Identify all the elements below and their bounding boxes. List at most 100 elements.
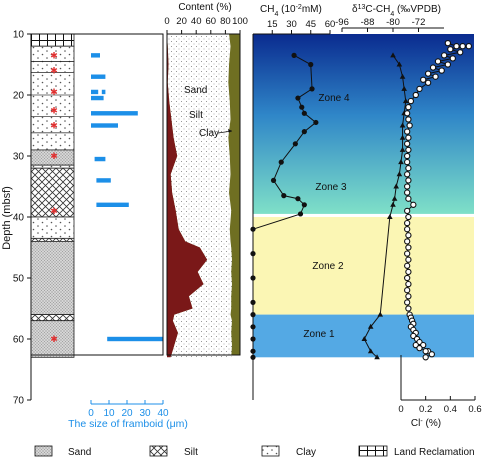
chloride-point: [422, 354, 429, 361]
chloride-point: [457, 49, 464, 56]
depth-axis: 10 20 30 40 50 60 70: [13, 30, 32, 407]
d13c-point: [399, 122, 406, 128]
framboid-bar: [91, 89, 99, 95]
chloride-point: [405, 293, 412, 300]
content-tick-label: 60: [206, 16, 217, 27]
chloride-point: [405, 116, 412, 123]
depth-axis-label: Depth (mbsf): [1, 186, 13, 250]
framboid-bar: [101, 89, 106, 95]
chloride-point: [410, 201, 417, 208]
lithology-layer: [30, 164, 75, 169]
ch4-point: [281, 193, 287, 199]
d13c-point: [391, 195, 398, 201]
content-tick-label: 40: [191, 16, 202, 27]
chloride-point: [416, 85, 423, 93]
d13c-point: [367, 323, 374, 329]
d13c-tick-label: -96: [335, 17, 349, 28]
d13c-line: [363, 55, 407, 358]
sample-marker: ✱: [50, 50, 58, 60]
chloride-point: [404, 299, 411, 306]
chloride-point: [444, 40, 452, 47]
ch4-point: [309, 86, 315, 92]
silt-area: [167, 34, 232, 358]
chloride-point: [407, 97, 415, 105]
zone-gap: [253, 213, 474, 217]
grain-size-panel: 0 20 40 60 80 100 Content (%) Sand Silt Clay: [164, 2, 248, 358]
d13c-point: [393, 183, 399, 189]
framboid-bar: [96, 202, 129, 207]
chloride-point: [404, 274, 411, 282]
sample-marker: ✱: [50, 206, 58, 216]
lithology-layer: [30, 61, 75, 151]
chloride-point: [405, 232, 412, 239]
framboid-tick-label: 40: [157, 408, 169, 419]
depth-tick-label: 10: [13, 30, 25, 41]
zone-band-2: [253, 217, 474, 315]
framboid-axis-label: The size of framboid (μm): [68, 418, 188, 430]
ch4-point: [291, 52, 297, 58]
chloride-point: [405, 165, 412, 172]
chloride-point: [405, 213, 412, 221]
lithology-layer: [30, 216, 75, 239]
d13c-point: [374, 354, 380, 360]
framboid-bar: [96, 178, 111, 183]
d13c-point: [361, 336, 368, 341]
chloride-point: [424, 79, 432, 86]
clay-arrow-head: [228, 129, 232, 133]
chloride-point: [405, 104, 412, 111]
depth-tick-label: 20: [13, 91, 25, 102]
framboid-bar: [91, 111, 138, 116]
ch4-point: [301, 110, 307, 116]
content-tick-label: 0: [164, 16, 169, 27]
sample-marker: ✱: [50, 121, 58, 131]
chloride-point: [465, 43, 472, 50]
d13c-point: [402, 98, 409, 104]
legend-swatch-land: [358, 445, 388, 457]
ch4-tick-label: 15: [267, 19, 278, 30]
d13c-point: [387, 214, 393, 219]
ch4-point: [295, 95, 301, 101]
chloride-point: [405, 256, 412, 263]
chloride-point: [404, 158, 411, 166]
zone-label: Zone 4: [318, 93, 350, 104]
annotation-silt: Silt: [189, 110, 203, 121]
chloride-point: [404, 287, 411, 294]
chloride-point: [405, 244, 412, 251]
chloride-tick-label: 0.2: [419, 404, 432, 415]
chloride-tick-label: 0: [398, 404, 403, 415]
zone-label: Zone 1: [303, 329, 335, 340]
framboid-bar: [91, 123, 118, 128]
d13c-tick-label: -88: [361, 17, 375, 28]
sand-area: [167, 34, 208, 358]
d13c-point: [399, 134, 406, 140]
annotation-sand: Sand: [184, 85, 207, 96]
content-tick-label: 20: [176, 16, 187, 27]
chloride-point: [404, 262, 411, 269]
depth-tick-label: 60: [13, 335, 25, 346]
chloride-point: [447, 46, 454, 53]
ch4-point: [301, 202, 307, 208]
d13c-point: [398, 159, 404, 165]
sample-marker: ✱: [50, 105, 58, 115]
d13c-point: [377, 311, 384, 317]
chloride-point: [459, 43, 466, 50]
chloride-point: [420, 76, 427, 83]
chloride-point: [405, 146, 412, 154]
depth-tick-label: 30: [13, 152, 25, 163]
lithology-legend: Sand Silt Clay Land Reclamation: [34, 445, 475, 458]
chloride-point: [405, 134, 412, 141]
ch4-tick-label: 30: [286, 19, 297, 30]
lithology-panel: ✱ ✱ ✱ ✱ ✱ ✱ ✱ ✱ 10 20 30 40 50 60 70 Depth (mbsf) 0 10…: [1, 30, 188, 431]
ch4-point: [313, 119, 319, 126]
lithology-layer: [30, 33, 75, 47]
chloride-point: [404, 140, 411, 147]
ch4-point: [292, 141, 298, 147]
chloride-point: [434, 58, 442, 65]
d13c-point: [399, 73, 406, 79]
sample-marker: ✱: [50, 66, 58, 76]
legend-label-land: Land Reclamation: [394, 447, 475, 458]
sample-marker: ✱: [50, 334, 58, 344]
chloride-point: [416, 344, 423, 352]
